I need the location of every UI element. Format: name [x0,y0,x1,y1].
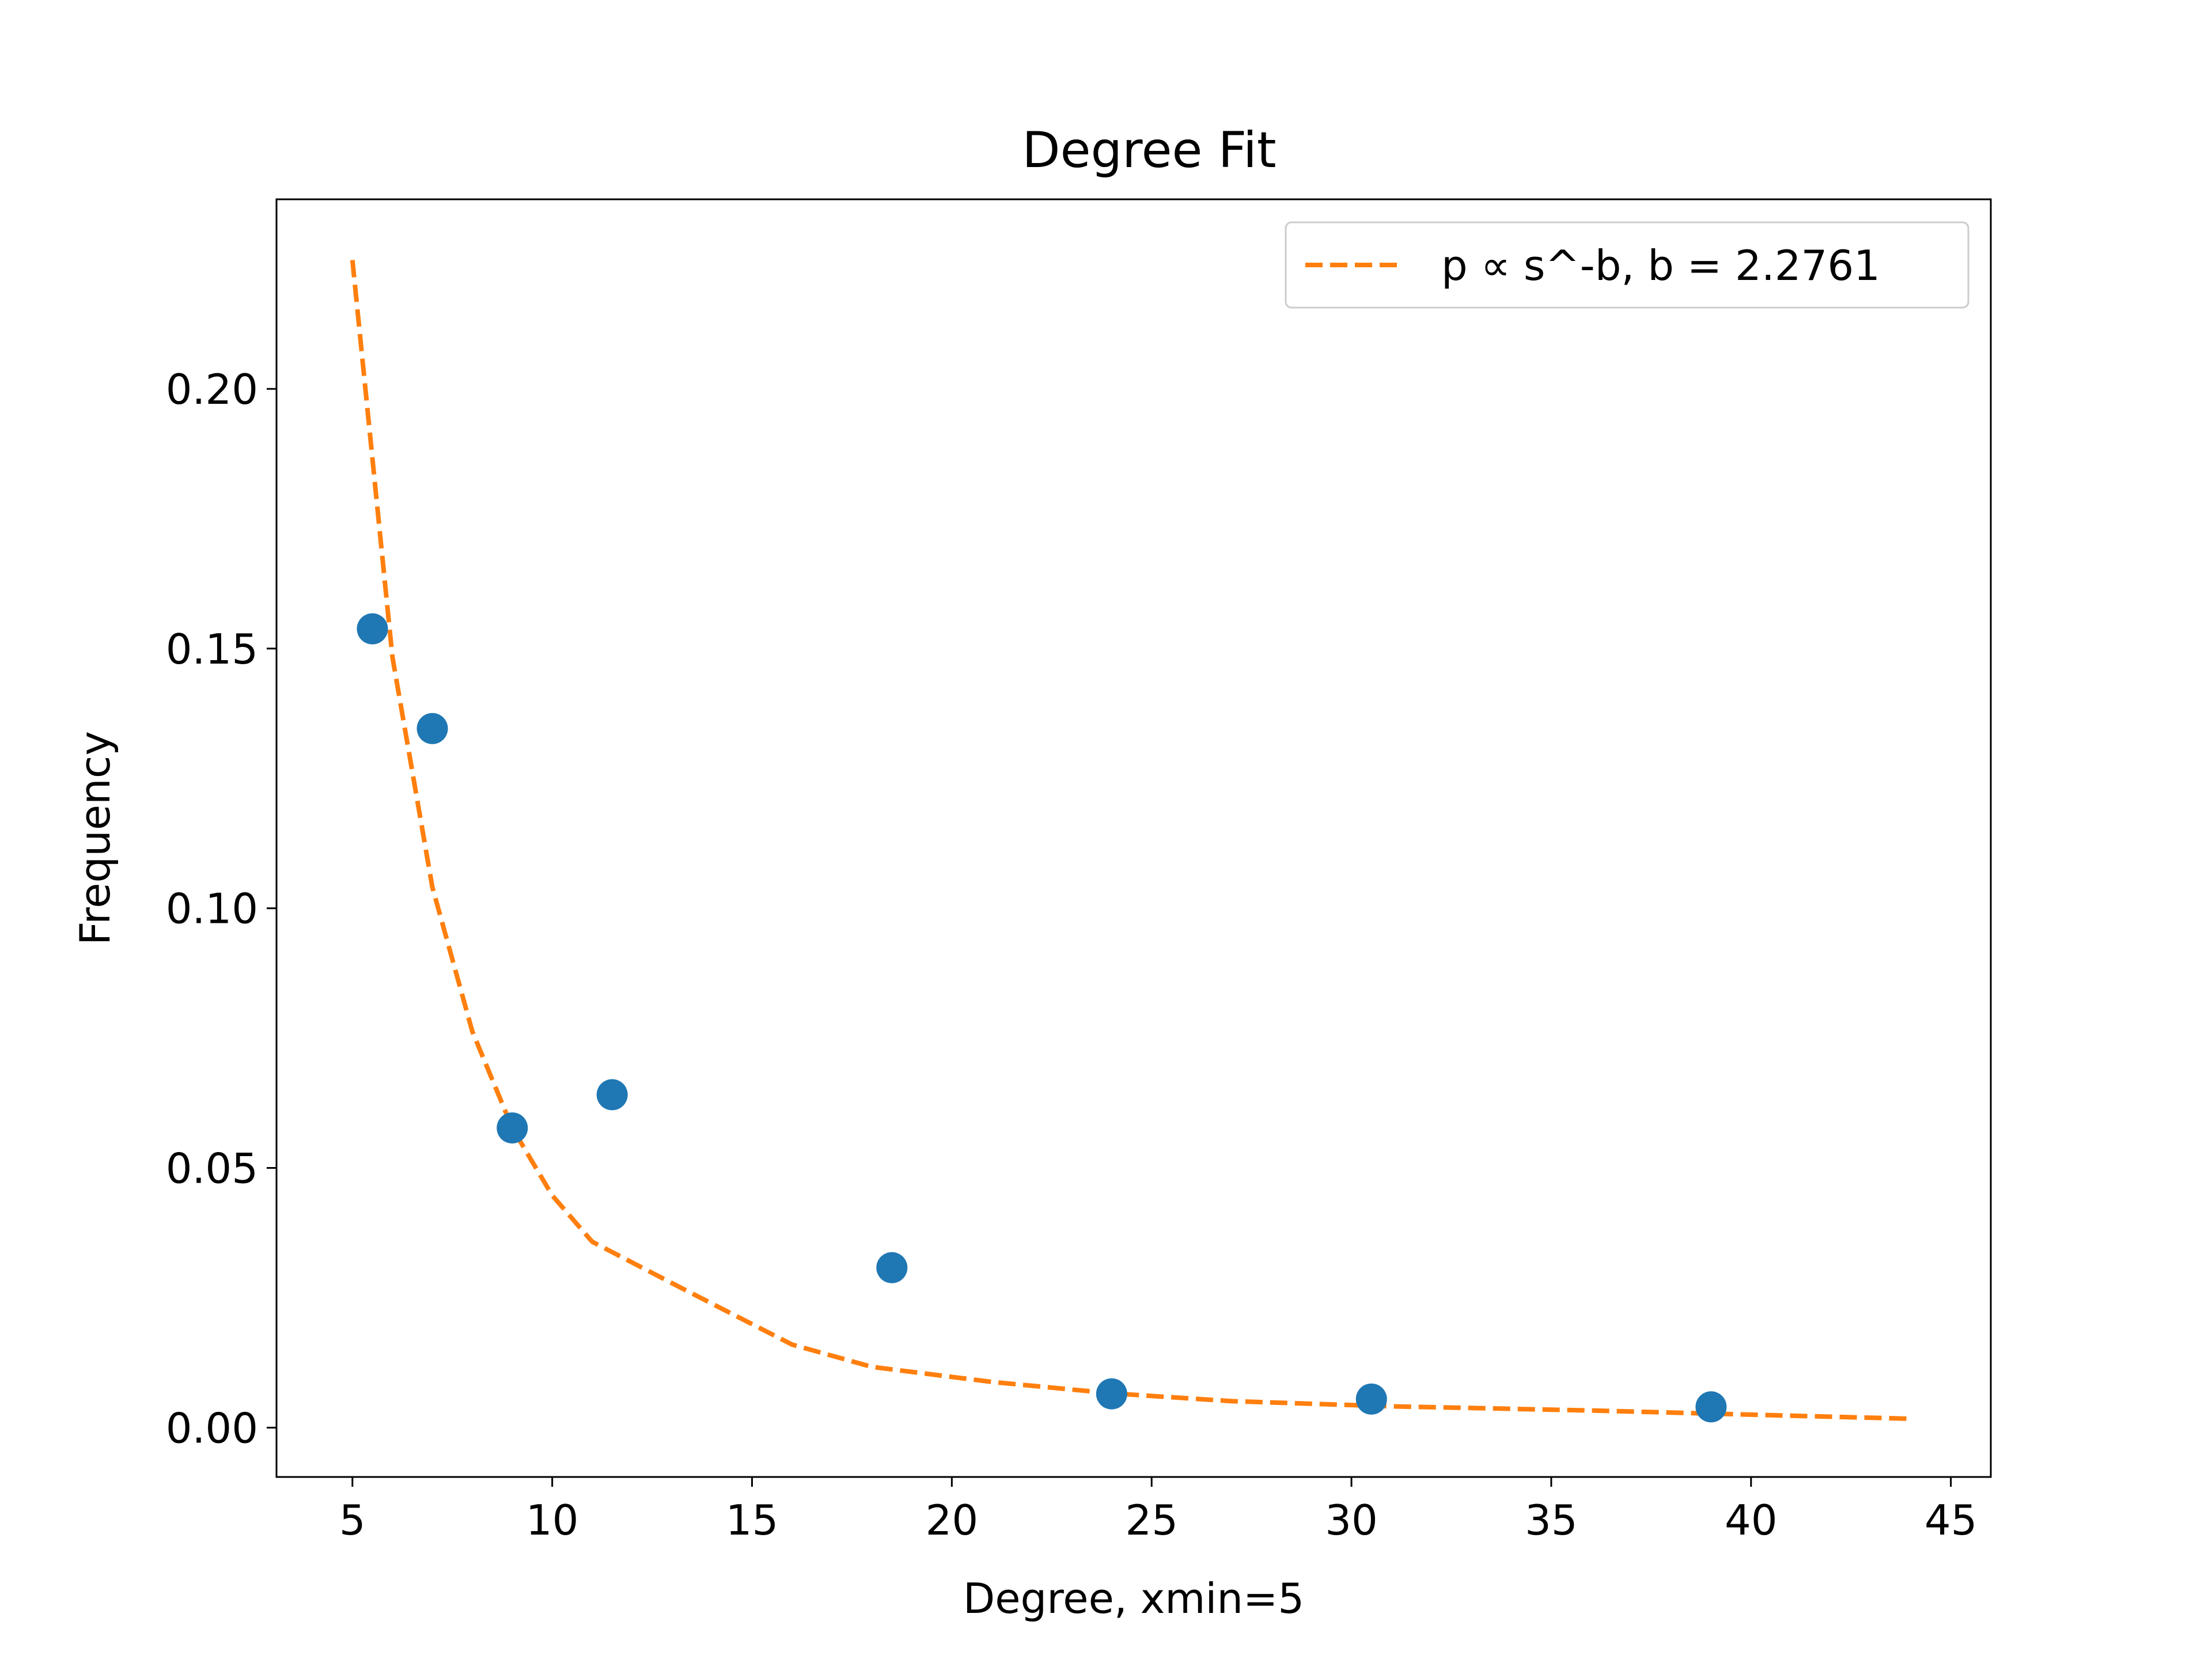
scatter-point [416,713,448,744]
y-tick-label: 0.15 [166,625,258,673]
y-axis-label: Frequency [71,731,119,945]
fit-line-layer [350,260,1911,1421]
y-tick-label: 0.00 [166,1404,258,1452]
chart-title: Degree Fit [1022,122,1276,179]
y-tick-label: 0.10 [166,885,258,933]
x-tick-label: 20 [926,1496,979,1544]
scatter-points-layer [357,613,1727,1423]
scatter-point [596,1079,628,1111]
x-tick-label: 35 [1525,1496,1578,1544]
scatter-point [357,613,388,645]
x-tick-label: 15 [726,1496,779,1544]
x-tick-label: 30 [1325,1496,1378,1544]
x-tick-label: 25 [1125,1496,1178,1544]
scatter-point [1355,1383,1387,1415]
scatter-point [497,1112,528,1144]
x-tick-label: 45 [1925,1496,1978,1544]
legend-box [1285,221,1969,309]
y-tick-label: 0.05 [166,1145,258,1193]
x-axis-ticks: 5 10 15 20 25 30 35 40 45 [339,1477,1978,1544]
y-tick-label: 0.20 [166,365,258,414]
y-axis-ticks: 0.00 0.05 0.10 0.15 0.20 [166,365,276,1452]
fit-line [350,260,1911,1421]
x-tick-label: 5 [339,1496,366,1544]
plot-area [276,199,1991,1477]
legend: p ∝ s^-b, b = 2.2761 [1285,221,1969,309]
scatter-point [876,1252,908,1283]
x-tick-label: 10 [526,1496,579,1544]
scatter-point [1096,1378,1127,1410]
legend-fit-label: p ∝ s^-b, b = 2.2761 [1441,241,1880,290]
scatter-point [1695,1391,1727,1423]
x-tick-label: 40 [1725,1496,1778,1544]
x-axis-label: Degree, xmin=5 [963,1574,1304,1623]
plot-frame [275,198,1992,1478]
